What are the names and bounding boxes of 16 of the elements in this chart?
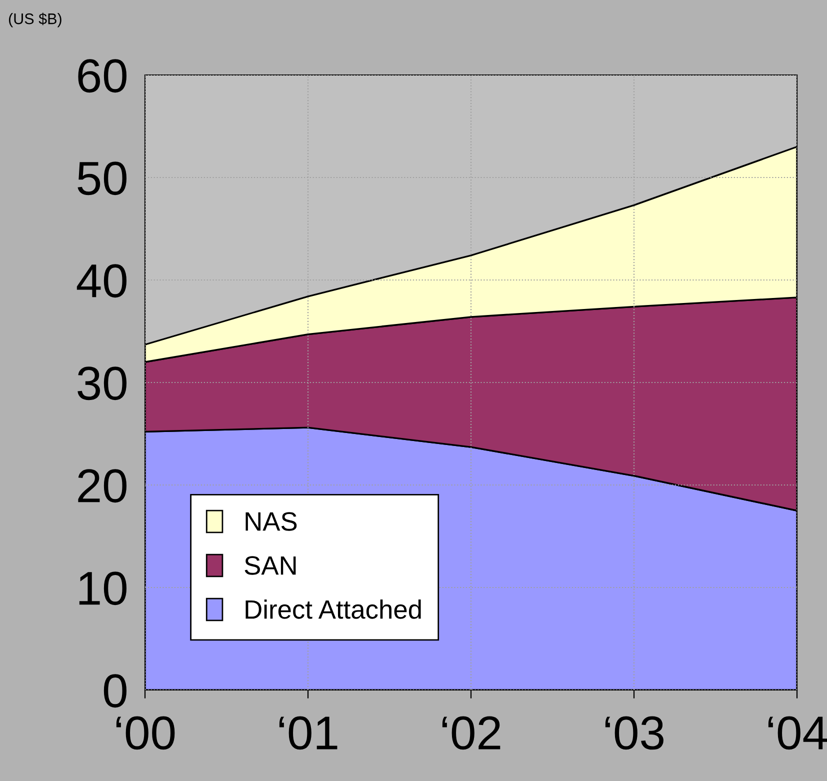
x-tick-label: ‘04 [768,716,827,750]
legend-label: SAN [244,556,296,575]
y-tick-label: 50 [78,162,126,196]
x-tick-label: ‘03 [605,716,664,750]
y-axis-title: (US $B) [8,12,62,28]
y-tick-label: 10 [79,572,126,606]
legend-label: NAS [246,512,297,531]
legend-label: Direct Attached [246,599,421,619]
x-tick-label: ‘02 [442,716,500,750]
y-tick-label: 60 [78,59,126,93]
x-tick-label: ‘00 [116,716,175,750]
x-tick-label: ‘01 [279,716,338,750]
y-tick-label: 30 [78,366,126,400]
y-tick-label: 20 [78,469,126,503]
y-tick-label: 40 [76,264,126,298]
y-tick-label: 0 [104,674,126,708]
